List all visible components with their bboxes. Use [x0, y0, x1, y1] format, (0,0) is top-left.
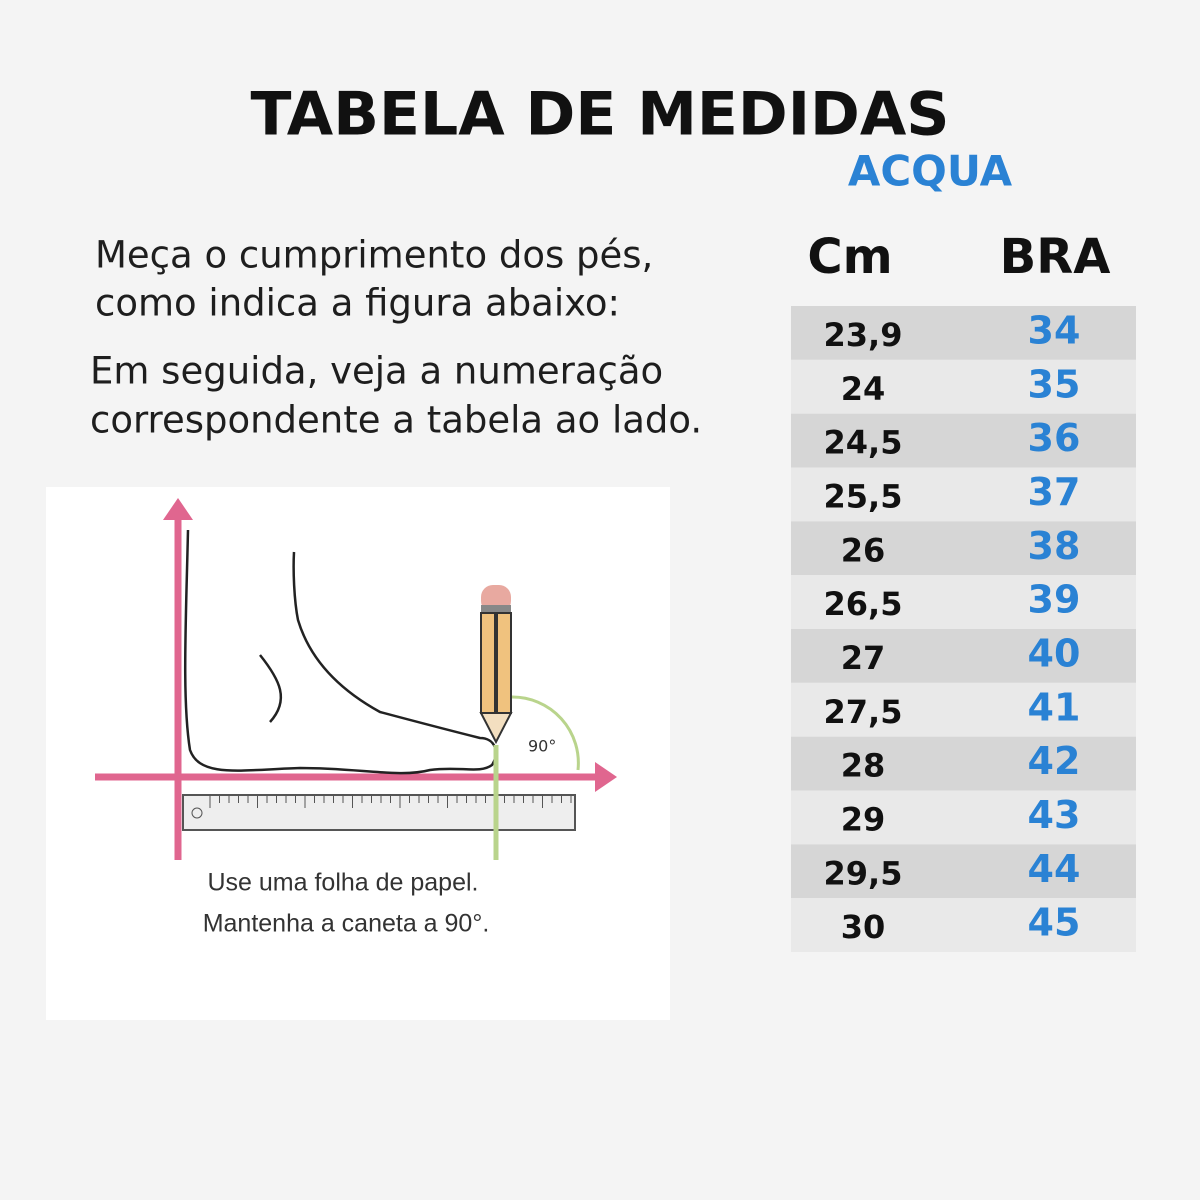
bra-cell: 45	[1028, 901, 1081, 945]
foot	[183, 529, 497, 775]
table-row	[791, 736, 1136, 791]
table-row	[791, 521, 1136, 576]
bra-cell: 41	[1028, 685, 1081, 729]
ruler	[182, 794, 576, 831]
bra-cell: 40	[1028, 631, 1081, 675]
foot-line	[259, 654, 283, 723]
table-row	[791, 629, 1136, 683]
caption: Use uma folha de papel.	[207, 869, 478, 897]
bra-cell: 34	[1028, 308, 1081, 352]
cm-cell: 24,5	[824, 424, 903, 462]
bra-cell: 42	[1028, 739, 1081, 783]
column-header: Cm	[807, 229, 892, 285]
table-row	[791, 306, 1136, 360]
pencil-tip	[479, 712, 513, 745]
table-row	[791, 359, 1136, 414]
angle-label: 90°	[528, 737, 556, 756]
bra-cell: 43	[1028, 793, 1081, 837]
instruction: Meça o cumprimento dos pés,	[95, 234, 653, 277]
bra-cell: 44	[1028, 847, 1081, 891]
table-row	[791, 575, 1136, 629]
column-header: BRA	[1000, 229, 1111, 285]
bra-cell: 39	[1028, 578, 1081, 622]
cm-cell: 24	[841, 370, 886, 408]
cm-cell: 25,5	[824, 477, 903, 515]
cm-cell: 26	[841, 531, 886, 569]
cm-cell: 27	[841, 639, 886, 677]
table-row	[791, 682, 1136, 737]
cm-cell: 29	[841, 800, 886, 838]
table-row	[791, 898, 1136, 952]
ruler-hole	[191, 807, 203, 819]
table-row	[791, 790, 1136, 845]
caption: Mantenha a caneta a 90°.	[203, 910, 490, 938]
cm-cell: 27,5	[824, 693, 903, 731]
cm-cell: 29,5	[824, 854, 903, 892]
table-row	[791, 467, 1136, 522]
bra-cell: 35	[1028, 362, 1081, 406]
size-table: 23,9 34 24 35 24,5 36 25,5 37 26 38 26,5 39 27 40 27,5…	[791, 306, 1136, 952]
table-row	[791, 413, 1136, 468]
cm-cell: 26,5	[824, 585, 903, 623]
cm-cell: 28	[841, 747, 886, 785]
figure: 90° Use uma folha de papel. Mantenha a c…	[46, 487, 670, 1020]
ruler-ticks	[209, 796, 572, 808]
arrow	[595, 762, 617, 792]
table-row	[791, 844, 1136, 899]
title: TABELA DE MEDIDAS	[251, 80, 950, 150]
instruction: Em seguida, veja a numeração	[90, 350, 663, 393]
instruction: correspondente a tabela ao lado.	[90, 399, 702, 442]
pencil-band	[481, 605, 511, 613]
figure-panel	[46, 487, 670, 1020]
bra-cell: 36	[1028, 416, 1081, 460]
angle-arc	[511, 695, 580, 771]
bra-cell: 38	[1028, 524, 1081, 568]
cm-cell: 23,9	[824, 316, 903, 354]
cm-cell: 30	[841, 908, 886, 946]
instruction: como indica a figura abaixo:	[95, 282, 620, 325]
subtitle: ACQUA	[848, 147, 1013, 196]
bra-cell: 37	[1028, 470, 1081, 514]
arrow	[163, 498, 193, 520]
